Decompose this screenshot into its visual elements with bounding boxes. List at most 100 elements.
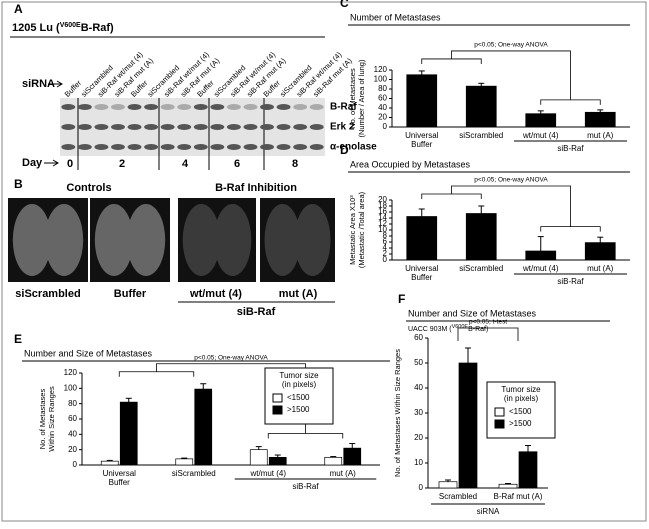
y-tick-label: 50	[414, 358, 423, 367]
band	[309, 104, 324, 110]
y-tick-label: 60	[414, 333, 423, 342]
subtitle: UACC 903M (V600EB-Raf)	[408, 324, 488, 332]
band	[77, 144, 92, 150]
bar	[525, 250, 557, 261]
x-tick-label-line: Universal	[103, 469, 137, 478]
bar	[100, 460, 119, 466]
x-tick-label: Universal Buffer	[405, 264, 439, 282]
band	[94, 124, 109, 130]
y-tick-label: 80	[378, 84, 387, 93]
x-tick-label: wt/mut (4)	[249, 469, 286, 478]
arrow	[48, 80, 63, 88]
y-tick-label: 2	[383, 249, 388, 258]
band	[243, 124, 258, 130]
legend-swatch	[494, 419, 505, 429]
image-label: wt/mut (4)	[189, 288, 242, 300]
group-label: siB-Raf	[557, 277, 584, 286]
band	[61, 104, 76, 110]
band	[210, 124, 225, 130]
panel-letter: F	[398, 292, 405, 306]
band	[111, 124, 125, 130]
lung	[44, 204, 84, 276]
bar	[584, 242, 616, 261]
day-value: 8	[292, 158, 298, 170]
legend-title: Tumor size	[501, 385, 541, 394]
y-tick-label: 100	[64, 383, 78, 392]
band	[260, 124, 274, 130]
image-label: siScrambled	[15, 288, 80, 300]
y-tick-label: 60	[378, 94, 387, 103]
x-tick-label: siScrambled	[459, 264, 503, 273]
bracket	[421, 185, 601, 232]
bar	[406, 216, 438, 261]
band	[243, 104, 258, 110]
y-axis-label: No. of Metastases	[348, 68, 357, 129]
group-label: Controls	[66, 182, 111, 194]
row-label: Erk 2	[330, 122, 355, 133]
lung	[12, 204, 52, 276]
lung	[213, 204, 252, 276]
y-tick-label: 40	[378, 103, 387, 112]
band	[127, 104, 142, 110]
band	[276, 124, 291, 130]
bar	[119, 401, 138, 466]
legend-label: <1500	[287, 393, 310, 402]
y-tick-label: 12	[378, 219, 387, 228]
band	[276, 104, 291, 110]
bar	[518, 451, 538, 489]
annotation: p<0.05; One-way ANOVA	[194, 354, 268, 361]
y-tick-label: 0	[73, 460, 78, 469]
y-tick-label: 18	[378, 201, 387, 210]
band	[61, 124, 76, 130]
row-label: α-enolase	[330, 142, 377, 153]
x-tick-label: wt/mut (4)	[522, 264, 559, 273]
x-tick-label-line: Buffer	[411, 273, 433, 282]
band	[226, 124, 241, 130]
y-tick-label: 20	[414, 433, 423, 442]
panel-letter: A	[14, 2, 23, 16]
band	[77, 104, 92, 110]
bar	[465, 213, 497, 261]
lung	[182, 204, 221, 276]
band	[94, 144, 109, 150]
panel-letter: B	[14, 177, 23, 191]
band	[144, 104, 159, 110]
bar	[194, 388, 213, 466]
y-axis-label: No. of Metastases Within Size Ranges	[393, 349, 402, 477]
bar	[324, 456, 343, 466]
band	[293, 104, 308, 110]
y-tick-label: 8	[383, 231, 388, 240]
lane-label: Buffer	[63, 78, 84, 99]
bracket	[421, 50, 601, 105]
band	[293, 124, 308, 130]
bar	[498, 483, 518, 489]
lung	[294, 204, 331, 276]
x-tick-label: mut (A)	[587, 131, 614, 140]
band	[77, 124, 92, 130]
y-tick-label: 30	[414, 408, 423, 417]
y-tick-label: 14	[378, 213, 387, 222]
y-tick-label: 40	[68, 429, 77, 438]
band	[160, 144, 175, 150]
bar	[525, 113, 557, 128]
band	[309, 144, 324, 150]
band	[144, 144, 159, 150]
band	[210, 144, 225, 150]
bracket	[457, 327, 519, 341]
annotation: p<0.05; One-way ANOVA	[474, 42, 548, 49]
bar	[249, 449, 268, 466]
x-tick-label: B-Raf mut (A)	[494, 492, 543, 501]
y-tick-label: 16	[378, 207, 387, 216]
x-tick-label: wt/mut (4)	[522, 131, 559, 140]
y-tick-label: 10	[378, 225, 387, 234]
bar	[406, 74, 438, 128]
image-label: mut (A)	[279, 288, 318, 300]
chart-title: Area Occupied by Metastases	[350, 159, 471, 169]
y-tick-label: 20	[68, 445, 77, 454]
legend-title: (in pixels)	[282, 380, 317, 389]
bar	[438, 481, 458, 489]
subtitle-sup: V600E	[452, 324, 469, 330]
day-label: Day	[22, 157, 43, 169]
